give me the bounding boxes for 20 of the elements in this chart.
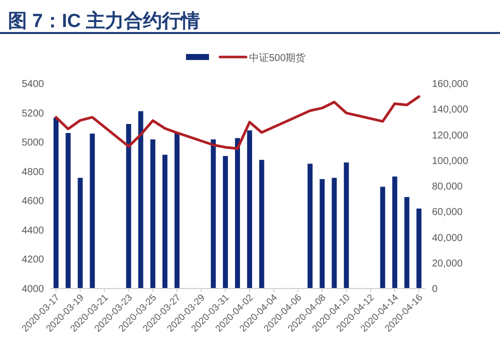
title: 图 7：IC 主力合约行情	[8, 11, 200, 32]
y2-tick-label: 120,000	[432, 130, 469, 142]
y-tick-label: 5000	[22, 138, 44, 149]
y-tick-label: 4800	[22, 166, 44, 178]
y-tick-label: 4400	[22, 225, 44, 236]
y2-tick-label: 60,000	[432, 207, 464, 218]
y2-tick-label: 80,000	[432, 182, 464, 192]
y2-tick-label: 20,000	[432, 258, 464, 270]
y-tick-label: 4200	[22, 254, 44, 266]
y2-tick-label: 40,000	[432, 232, 464, 244]
y-tick-label: 4600	[22, 196, 44, 208]
line-series	[54, 95, 420, 150]
y2-tick-label: 160,000	[432, 79, 469, 90]
y-tick-label: 5200	[22, 108, 44, 120]
y-tick-label: 4000	[22, 284, 44, 295]
y2-tick-label: 100,000	[432, 156, 469, 167]
y2-tick-label: 0	[432, 284, 438, 295]
legend-label: 中证500期货	[249, 52, 306, 64]
y-tick-label: 5400	[22, 79, 44, 90]
y2-tick-label: 140,000	[432, 104, 469, 116]
